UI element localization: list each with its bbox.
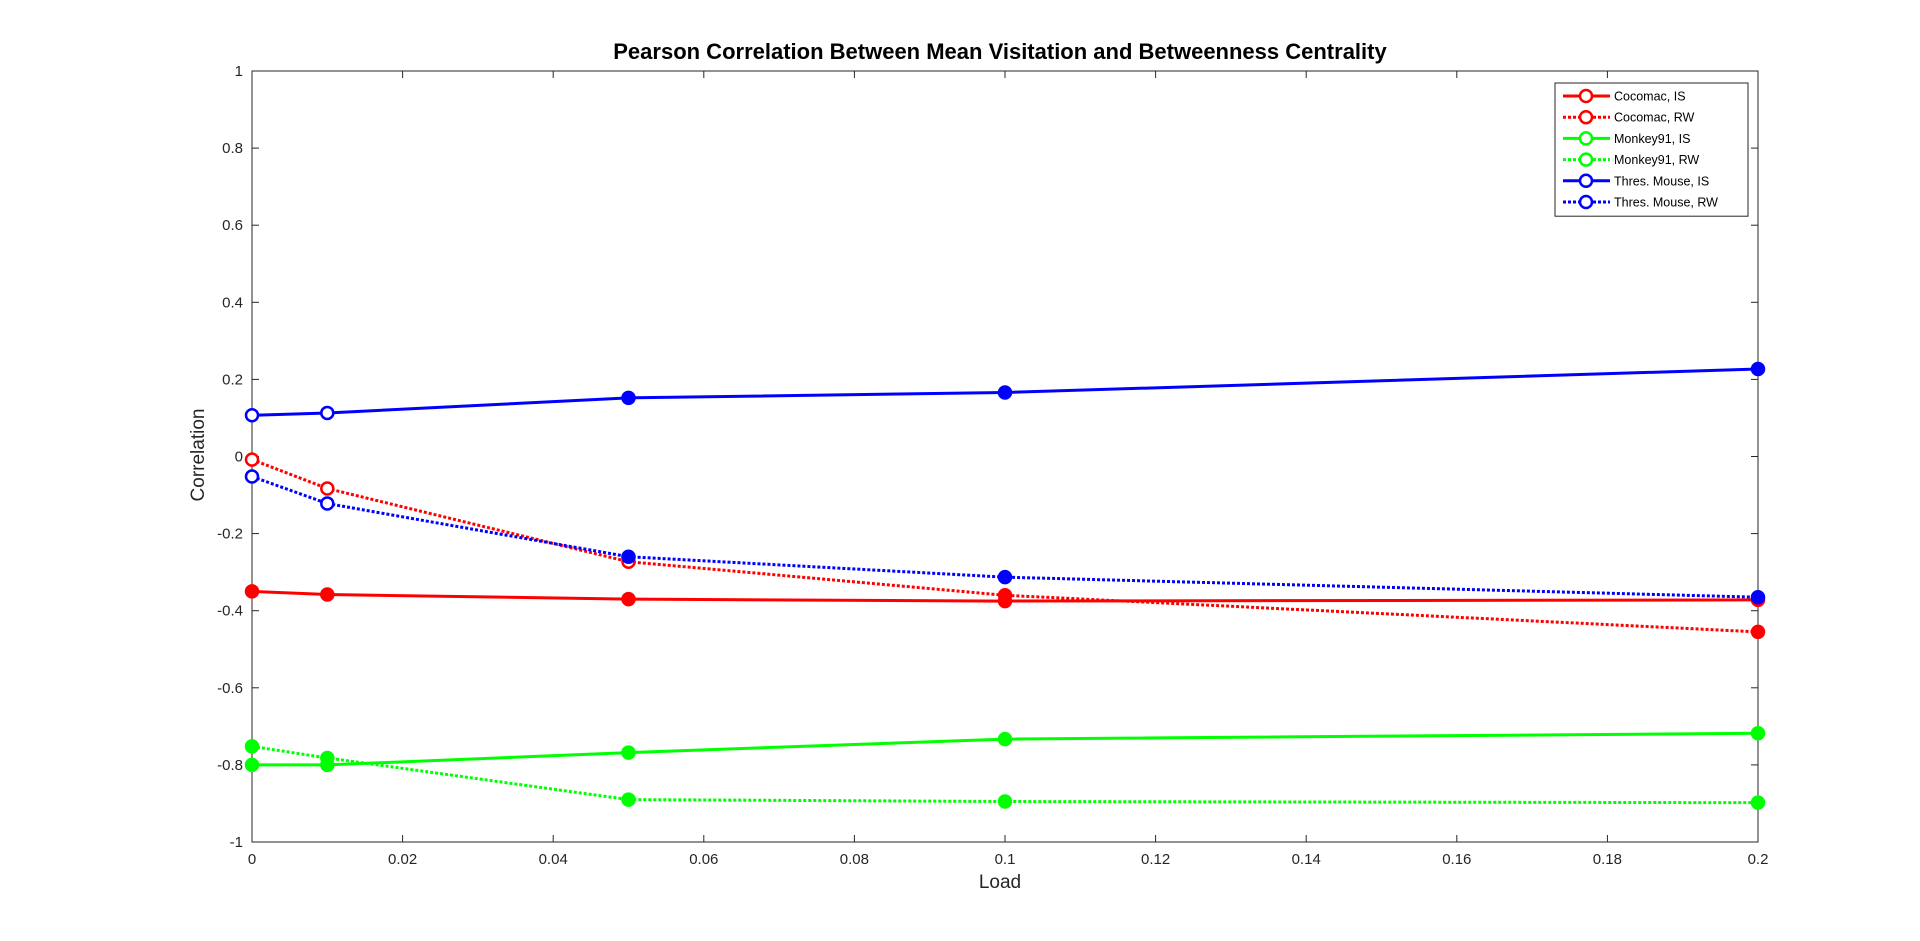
data-point [1750, 589, 1766, 605]
y-tick-label: 0.8 [222, 140, 243, 157]
legend-marker [1578, 152, 1594, 167]
data-point [1750, 624, 1766, 640]
y-tick-label: 0.2 [222, 371, 243, 388]
series-lines [244, 361, 1766, 810]
data-point [1750, 361, 1766, 377]
legend-item: Thres. Mouse, IS [1563, 173, 1709, 189]
x-tick-label: 0.02 [388, 851, 417, 868]
legend-label: Monkey91, IS [1614, 132, 1690, 146]
legend-label: Thres. Mouse, RW [1614, 196, 1718, 210]
chart-title: Pearson Correlation Between Mean Visitat… [613, 39, 1387, 64]
legend-item: Monkey91, RW [1563, 152, 1699, 167]
data-point [621, 549, 636, 564]
data-point [320, 750, 335, 766]
series-line [251, 744, 1759, 805]
y-tick-label: -0.6 [217, 680, 243, 697]
data-point [997, 385, 1013, 400]
x-tick-label: 0 [248, 851, 256, 868]
data-point [244, 469, 260, 484]
x-tick-label: 0.06 [689, 851, 718, 868]
series-thres-mouse-rw [244, 469, 1766, 605]
x-tick-label: 0.08 [840, 851, 869, 868]
data-point [320, 587, 335, 602]
y-axis-label: Correlation [188, 409, 209, 502]
data-point [621, 390, 636, 406]
legend-label: Cocomac, IS [1614, 90, 1686, 104]
data-point [621, 745, 636, 760]
x-axis-label: Load [979, 872, 1021, 893]
data-point [621, 591, 636, 607]
legend-item: Thres. Mouse, RW [1563, 194, 1718, 210]
data-point [1750, 726, 1766, 741]
data-point [244, 452, 260, 467]
y-tick-label: -0.2 [217, 526, 243, 543]
y-tick-label: 0.6 [222, 217, 243, 234]
series-cocomac-rw [244, 452, 1766, 640]
legend-label: Thres. Mouse, IS [1614, 174, 1709, 188]
data-point [244, 757, 260, 773]
x-tick-label: 0.12 [1141, 851, 1170, 868]
x-tick-label: 0.18 [1593, 851, 1622, 868]
axes: 0 0.02 0.04 0.06 0.08 0.1 0.12 0.14 0.16 0.18 0.2 -… [217, 63, 1768, 868]
x-tick-label: 0.04 [539, 851, 568, 868]
data-point [621, 792, 636, 807]
plot-area-box [251, 70, 1759, 843]
legend-marker [1578, 88, 1594, 104]
data-point [1750, 795, 1766, 810]
series-monkey91-is [244, 726, 1766, 773]
legend-marker [1578, 131, 1594, 146]
data-point [997, 588, 1013, 603]
legend-marker [1578, 194, 1594, 210]
legend-label: Monkey91, RW [1614, 153, 1699, 167]
x-tick-label: 0.2 [1748, 851, 1769, 868]
data-point [320, 496, 335, 511]
data-point [320, 405, 335, 421]
series-monkey91-rw [244, 739, 1766, 810]
y-tick-label: -0.4 [217, 603, 243, 620]
legend-marker [1578, 173, 1594, 189]
data-point [997, 794, 1013, 809]
legend: Cocomac, IS Cocomac, RW Monkey91, IS Monkey… [1554, 82, 1749, 217]
legend-item: Monkey91, IS [1563, 131, 1690, 146]
data-point [997, 569, 1013, 585]
legend-box [1554, 82, 1749, 217]
x-tick-label: 0.14 [1292, 851, 1321, 868]
legend-item: Cocomac, RW [1563, 109, 1695, 125]
data-point [244, 408, 260, 423]
legend-label: Cocomac, RW [1614, 111, 1695, 125]
x-tick-label: 0.1 [995, 851, 1016, 868]
data-point [997, 731, 1013, 747]
y-tick-label: 0.4 [222, 294, 243, 311]
legend-item: Cocomac, IS [1563, 88, 1686, 104]
y-tick-label: 0 [235, 449, 243, 466]
series-cocomac-is [244, 584, 1766, 609]
series-thres-mouse-is [244, 361, 1766, 423]
x-tick-label: 0.16 [1442, 851, 1471, 868]
legend-marker [1578, 109, 1594, 125]
data-point [320, 481, 335, 496]
y-tick-label: -1 [230, 834, 243, 851]
y-tick-label: -0.8 [217, 757, 243, 774]
data-point [244, 739, 260, 754]
data-point [244, 584, 260, 599]
y-tick-label: 1 [235, 63, 243, 80]
